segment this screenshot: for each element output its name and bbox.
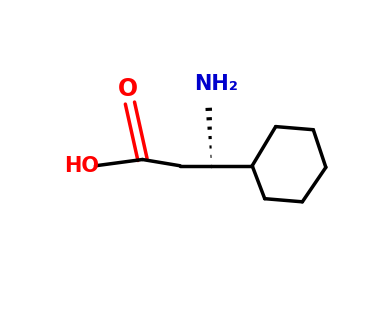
- Text: HO: HO: [64, 156, 99, 176]
- Text: NH₂: NH₂: [194, 74, 238, 94]
- Text: O: O: [118, 77, 138, 101]
